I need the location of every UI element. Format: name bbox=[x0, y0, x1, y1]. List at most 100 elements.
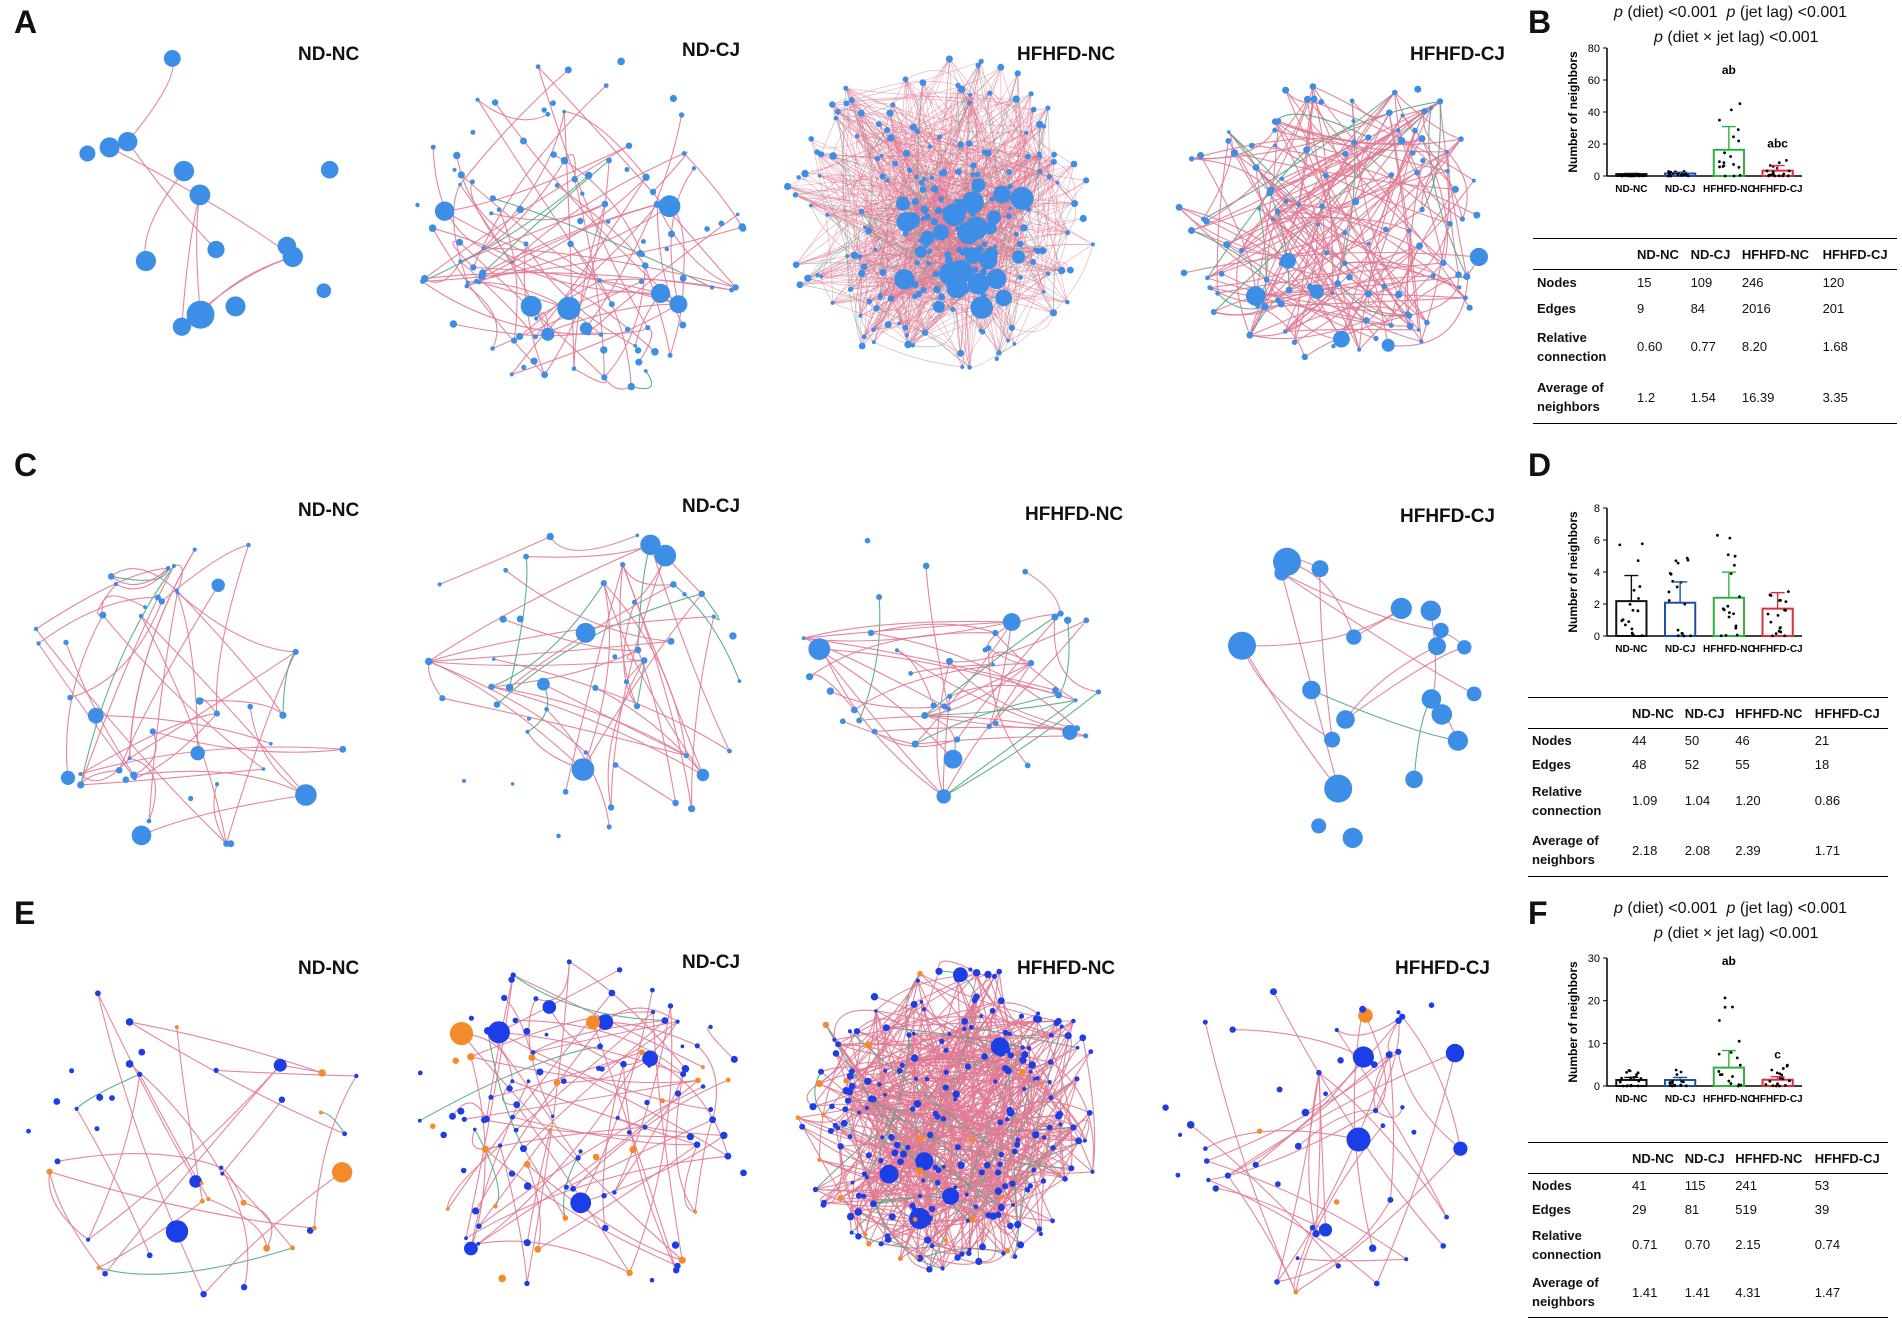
network-node bbox=[1400, 1105, 1405, 1110]
data-point bbox=[1669, 174, 1673, 178]
network-edge bbox=[859, 715, 1086, 737]
network-edge bbox=[819, 648, 1076, 701]
network-node bbox=[1370, 1061, 1378, 1068]
data-point bbox=[1638, 585, 1642, 588]
network-edge bbox=[1288, 245, 1420, 291]
network-edge bbox=[816, 151, 970, 368]
network-node bbox=[847, 286, 854, 292]
network-graph-e-nd-cj bbox=[417, 959, 747, 1287]
network-node bbox=[927, 1131, 934, 1139]
network-edge bbox=[696, 1045, 718, 1120]
network-edge bbox=[565, 564, 624, 792]
data-point bbox=[1724, 634, 1728, 637]
network-node bbox=[921, 1178, 926, 1183]
network-node bbox=[938, 293, 946, 301]
network-node bbox=[530, 357, 538, 365]
network-node bbox=[282, 246, 303, 267]
network-edge bbox=[1308, 1072, 1320, 1234]
network-edge bbox=[874, 731, 958, 748]
network-node bbox=[1352, 198, 1360, 206]
network-node bbox=[626, 1130, 632, 1135]
data-point bbox=[1636, 609, 1640, 613]
network-node bbox=[865, 227, 873, 235]
network-edge bbox=[821, 143, 970, 158]
network-node bbox=[1018, 1068, 1026, 1076]
network-node bbox=[858, 342, 866, 350]
network-node bbox=[875, 121, 882, 128]
network-edge bbox=[913, 1033, 931, 1105]
network-node bbox=[1040, 1178, 1047, 1184]
network-node bbox=[884, 127, 891, 133]
network-node bbox=[911, 197, 919, 206]
network-edge bbox=[563, 111, 575, 369]
network-node bbox=[1083, 177, 1090, 184]
network-node bbox=[686, 1133, 694, 1141]
y-tick-label: 0 bbox=[1594, 171, 1600, 183]
network-edge bbox=[537, 1144, 698, 1250]
table-cell: 39 bbox=[1814, 1202, 1830, 1217]
network-node bbox=[808, 638, 831, 660]
network-edge bbox=[943, 73, 1018, 173]
network-node bbox=[1212, 1185, 1219, 1192]
data-point bbox=[1621, 1084, 1625, 1088]
network-edge bbox=[509, 556, 528, 688]
network-node bbox=[1275, 1181, 1281, 1187]
network-node bbox=[535, 64, 541, 70]
network-node bbox=[1301, 1108, 1310, 1117]
column-header: HFHFD-CJ bbox=[1810, 697, 1888, 729]
network-node bbox=[957, 198, 965, 207]
network-node bbox=[1046, 174, 1052, 180]
network-node bbox=[1440, 1243, 1446, 1249]
nodes bbox=[1162, 988, 1468, 1295]
network-node bbox=[915, 978, 920, 983]
network-node bbox=[1398, 137, 1406, 145]
network-edge bbox=[572, 1079, 729, 1190]
network-node bbox=[1012, 95, 1020, 103]
network-title: HFHFD-CJ bbox=[1400, 506, 1495, 527]
network-node bbox=[667, 352, 673, 358]
network-edge bbox=[466, 285, 498, 349]
network-edge bbox=[923, 94, 971, 290]
table-cell: 1.2 bbox=[1633, 371, 1687, 424]
network-node bbox=[718, 220, 725, 227]
network-edge bbox=[1016, 73, 1024, 228]
network-node bbox=[829, 1103, 835, 1110]
network-edge bbox=[896, 649, 935, 706]
network-node bbox=[997, 997, 1005, 1005]
network-node bbox=[958, 269, 964, 275]
network-edge bbox=[1241, 607, 1402, 647]
network-edge bbox=[868, 976, 995, 1245]
network-node bbox=[571, 758, 595, 781]
network-edge bbox=[528, 998, 554, 1117]
network-node bbox=[1447, 220, 1453, 227]
network-node bbox=[947, 693, 953, 699]
network-edge bbox=[585, 114, 683, 329]
nodes bbox=[425, 532, 742, 839]
network-node bbox=[1420, 157, 1426, 164]
network-node bbox=[896, 1067, 903, 1074]
network-node bbox=[1045, 105, 1051, 111]
network-edge bbox=[1319, 568, 1333, 740]
network-edge bbox=[1318, 1072, 1448, 1218]
network-node bbox=[520, 295, 542, 317]
row-label: Edges bbox=[1532, 1202, 1572, 1217]
network-edge bbox=[896, 649, 1070, 734]
network-edge bbox=[428, 659, 645, 667]
network-node bbox=[941, 1164, 946, 1169]
network-node bbox=[516, 205, 524, 214]
network-edge bbox=[49, 1171, 315, 1229]
network-edge bbox=[129, 757, 156, 822]
y-axis-label: Number of neighbors bbox=[1566, 511, 1580, 633]
network-node bbox=[897, 321, 901, 326]
data-point bbox=[1722, 164, 1726, 168]
network-node bbox=[973, 993, 980, 1000]
network-edge bbox=[1217, 292, 1266, 310]
network-node bbox=[173, 160, 195, 182]
network-node bbox=[691, 166, 696, 171]
network-node bbox=[464, 1236, 468, 1241]
network-edge bbox=[937, 89, 962, 174]
network-node bbox=[189, 1175, 202, 1188]
row-label: Relative connection bbox=[1532, 1227, 1602, 1262]
network-node bbox=[830, 300, 835, 305]
network-node bbox=[855, 1233, 862, 1240]
